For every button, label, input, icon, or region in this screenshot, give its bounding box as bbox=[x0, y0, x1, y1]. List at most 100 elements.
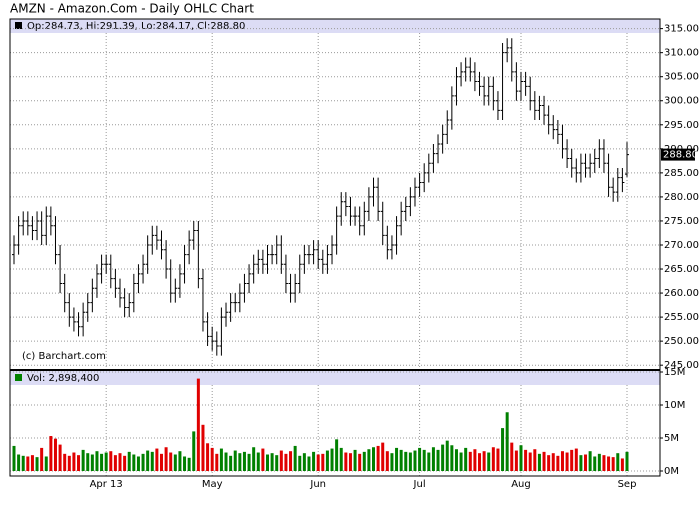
volume-bar bbox=[104, 452, 108, 471]
volume-bar bbox=[206, 443, 210, 471]
ohlc-bar bbox=[569, 148, 574, 178]
volume-bar bbox=[136, 456, 140, 471]
volume-bar bbox=[127, 451, 131, 471]
volume-bar bbox=[404, 451, 408, 471]
volume-bar bbox=[537, 453, 541, 471]
ohlc-bar bbox=[122, 288, 127, 318]
ohlc-bar bbox=[408, 187, 413, 217]
x-tick-label: Apr 13 bbox=[90, 479, 123, 490]
ohlc-bar bbox=[99, 254, 104, 284]
ohlc-bar bbox=[339, 192, 344, 226]
volume-bar bbox=[284, 453, 288, 471]
ohlc-bar bbox=[159, 230, 164, 260]
volume-bar bbox=[510, 442, 514, 471]
volume-bar bbox=[413, 450, 417, 471]
volume-bar bbox=[620, 458, 624, 471]
ohlc-bar bbox=[348, 196, 353, 226]
ohlc-bar bbox=[597, 139, 602, 169]
y2-tick-label: 0M bbox=[664, 466, 679, 477]
volume-bar bbox=[229, 455, 233, 471]
ohlc-bar bbox=[380, 201, 385, 245]
volume-bar bbox=[422, 449, 426, 471]
volume-bar bbox=[551, 453, 555, 471]
last-price-label: 288.80 bbox=[663, 150, 698, 161]
ohlc-bar bbox=[316, 240, 321, 270]
ohlc-bar bbox=[445, 110, 450, 145]
volume-bar bbox=[376, 445, 380, 471]
chart-title: AMZN - Amazon.Com - Daily OHLC Chart bbox=[10, 2, 254, 16]
volume-bar bbox=[528, 452, 532, 471]
volume-bar bbox=[123, 455, 127, 471]
ohlc-bar bbox=[283, 254, 288, 294]
volume-bar bbox=[265, 454, 269, 471]
ohlc-bar bbox=[528, 76, 533, 111]
ohlc-bar bbox=[500, 43, 505, 120]
volume-bar bbox=[81, 449, 85, 471]
y-tick-label: 250.00 bbox=[664, 336, 699, 347]
volume-bar bbox=[44, 456, 48, 471]
ohlc-bar bbox=[141, 254, 146, 284]
ohlc-bar bbox=[306, 244, 311, 265]
volume-bar bbox=[238, 453, 242, 471]
volume-bar bbox=[316, 454, 320, 471]
y2-tick-label: 10M bbox=[664, 400, 685, 411]
volume-bar bbox=[219, 448, 223, 471]
ohlc-bar bbox=[588, 153, 593, 178]
ohlc-bar bbox=[611, 177, 616, 202]
ohlc-bar bbox=[81, 302, 86, 337]
ohlc-bar bbox=[302, 244, 307, 274]
ohlc-bar bbox=[394, 216, 399, 255]
ohlc-bar bbox=[509, 38, 514, 82]
ohlc-bar bbox=[542, 95, 547, 125]
ohlc-bar bbox=[279, 235, 284, 274]
ohlc-bar bbox=[389, 235, 394, 260]
ohlc-bar bbox=[131, 273, 136, 313]
volume-bar bbox=[478, 453, 482, 471]
ohlc-bar bbox=[477, 71, 482, 96]
ohlc-bar bbox=[30, 216, 35, 241]
ohlc-bar bbox=[242, 273, 247, 303]
ohlc-bar bbox=[606, 153, 611, 197]
volume-bar bbox=[150, 451, 154, 471]
volume-bar bbox=[58, 444, 62, 471]
volume-bar bbox=[597, 453, 601, 471]
ohlc-bar bbox=[620, 168, 625, 193]
volume-bar bbox=[279, 450, 283, 471]
ohlc-bar bbox=[440, 124, 445, 154]
volume-header-band bbox=[10, 371, 660, 385]
ohlc-bar bbox=[403, 196, 408, 221]
ohlc-bar bbox=[366, 187, 371, 221]
ohlc-bar bbox=[154, 225, 159, 250]
y-tick-label: 270.00 bbox=[664, 240, 699, 251]
ohlc-bar bbox=[422, 163, 427, 193]
ohlc-bar bbox=[311, 240, 316, 265]
ohlc-bar bbox=[523, 71, 528, 96]
volume-bar bbox=[353, 449, 357, 471]
volume-bar bbox=[418, 447, 422, 471]
volume-bar bbox=[155, 448, 159, 471]
ohlc-bar bbox=[71, 307, 76, 332]
y-tick-label: 315.00 bbox=[664, 24, 699, 35]
ohlc-bar bbox=[177, 264, 182, 298]
volume-bar bbox=[330, 448, 334, 471]
volume-bar bbox=[459, 452, 463, 471]
ohlc-bar bbox=[39, 211, 44, 245]
volume-bar bbox=[607, 456, 611, 471]
ohlc-bar bbox=[12, 235, 16, 265]
ohlc-bar bbox=[16, 216, 21, 255]
ohlc-bar bbox=[85, 293, 90, 322]
last-price-box bbox=[661, 148, 695, 161]
ohlc-bar bbox=[574, 158, 579, 183]
volume-bar bbox=[242, 451, 246, 471]
volume-bar bbox=[588, 451, 592, 471]
marks-layer bbox=[12, 38, 629, 471]
volume-bar bbox=[187, 457, 191, 471]
ohlc-bar bbox=[53, 216, 58, 265]
volume-bar bbox=[625, 451, 629, 471]
volume-bar bbox=[159, 453, 163, 471]
ohlc-bar bbox=[320, 249, 325, 274]
ohlc-bar bbox=[274, 235, 279, 265]
volume-bar bbox=[348, 453, 352, 471]
volume-bar bbox=[192, 431, 196, 471]
ohlc-bar bbox=[265, 244, 270, 274]
